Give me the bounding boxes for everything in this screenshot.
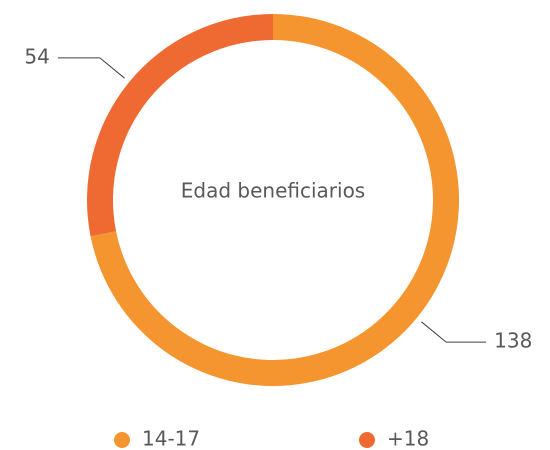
chart-title: Edad beneficiarios [181, 179, 365, 203]
legend-swatch [359, 432, 375, 448]
donut-slice [86, 14, 273, 237]
legend-label: +18 [387, 427, 429, 450]
leader-line [57, 57, 125, 79]
data-label: 138 [494, 329, 532, 353]
legend-swatch [114, 432, 130, 448]
leader-line [421, 321, 487, 343]
legend-label: 14-17 [142, 427, 200, 450]
data-label: 54 [24, 44, 49, 68]
